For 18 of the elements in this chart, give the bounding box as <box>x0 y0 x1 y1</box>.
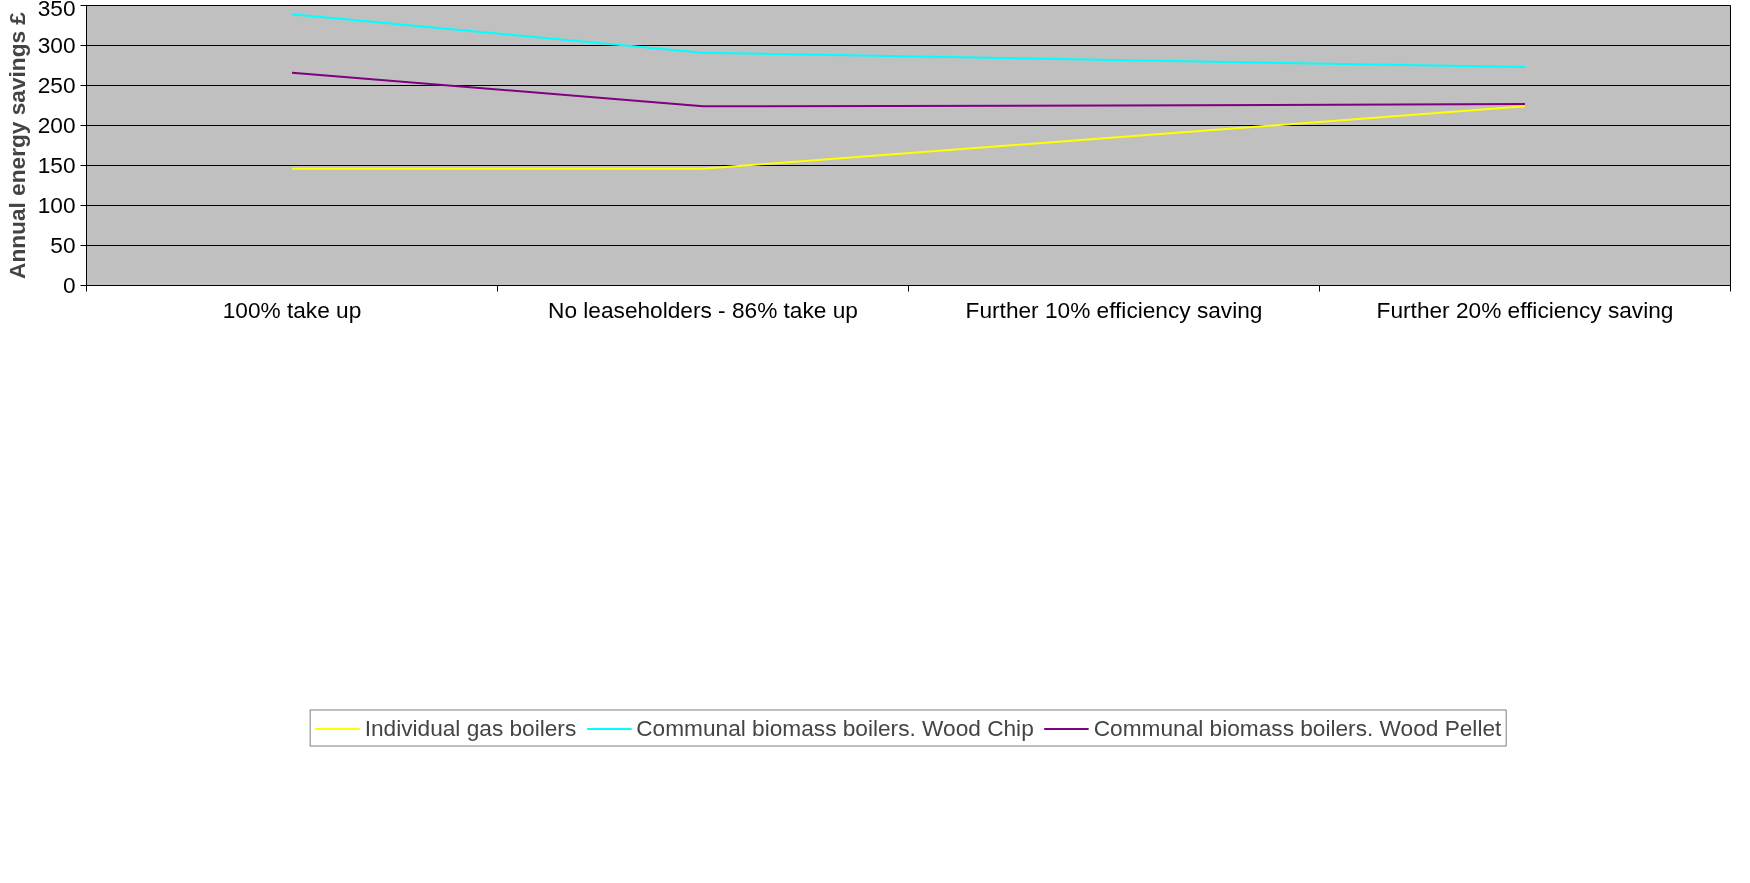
y-tick-label: 250 <box>37 72 76 98</box>
y-tick-label: 50 <box>50 232 76 258</box>
line-series <box>291 13 1526 69</box>
y-tick-label: 150 <box>37 152 76 178</box>
y-tick-label: 200 <box>37 112 76 138</box>
y-tick-label: 350 <box>37 0 76 21</box>
line-series <box>291 71 1526 108</box>
x-tick-label: No leaseholders - 86% take up <box>548 296 858 323</box>
x-tick-label: 100% take up <box>222 296 362 323</box>
x-tick-label: Further 10% efficiency saving <box>965 296 1263 323</box>
y-tick-label: 0 <box>62 272 76 298</box>
legend-label: Communal biomass boilers. Wood Chip <box>636 714 1034 742</box>
y-tick-label: 100 <box>37 192 76 218</box>
x-tick-label: Further 20% efficiency saving <box>1376 296 1674 323</box>
legend-label: Individual gas boilers <box>364 714 577 742</box>
y-axis-title: Annual energy savings £ <box>3 11 30 279</box>
y-tick-label: 300 <box>37 32 76 58</box>
legend-label: Communal biomass boilers. Wood Pellet <box>1093 714 1502 742</box>
